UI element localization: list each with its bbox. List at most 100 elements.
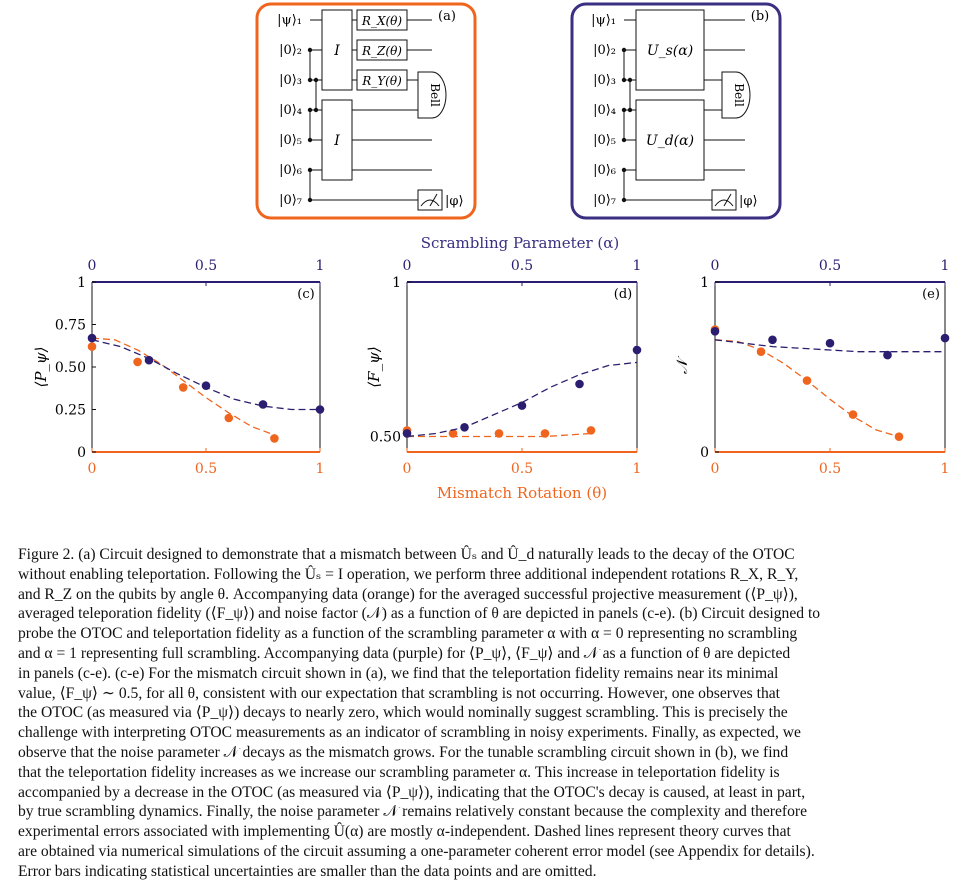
data-point-orange: [270, 434, 279, 443]
caption-line: without enabling teleportation. Followin…: [18, 565, 799, 583]
data-point-purple: [632, 345, 642, 355]
gate-rx: [356, 9, 408, 31]
caption-line: and α = 1 representing full scrambling. …: [18, 644, 791, 662]
bell-dot: [307, 167, 313, 173]
figure-caption: Figure 2. (a) Circuit designed to demons…: [18, 545, 948, 882]
data-point-orange: [87, 342, 97, 351]
theory-curve-purple: [406, 361, 638, 438]
circuit-a-frame: [255, 2, 477, 220]
gate-ud-identity: [321, 99, 353, 181]
gate-rx-label: R_X(θ): [361, 14, 402, 28]
circuit-b: (b) |ψ⟩₁ |0⟩₂ |0⟩₃ |0⟩₄ |0⟩₅ |0⟩₆ |0⟩₇: [570, 2, 782, 220]
bell-dot: [621, 77, 627, 83]
data-point-purple: [201, 381, 211, 391]
qubit-label-a-6: |0⟩₆: [279, 163, 302, 178]
caption-line: accompanied by a decrease in the OTOC (a…: [18, 783, 806, 801]
y-tick-label: 0: [700, 445, 709, 461]
qubit-label-a-2: |0⟩₂: [279, 43, 302, 58]
circuit-a: (a) |ψ⟩₁ |0⟩₂ |0⟩₃ |0⟩₄ |0⟩₅ |0⟩₆ |0⟩₇: [255, 2, 477, 220]
bottom-tick-label: 1: [941, 461, 950, 477]
bell-dot: [313, 77, 319, 83]
bell-measurement-b-label: Bell: [732, 83, 746, 107]
bell-dot: [621, 197, 627, 203]
caption-line: are obtained via numerical simulations o…: [18, 842, 815, 860]
y-tick-label: 1: [392, 275, 401, 291]
qubit-label-a-7: |0⟩₇: [279, 193, 302, 208]
top-tick-label: 0: [711, 258, 720, 274]
gate-us-identity: [321, 9, 353, 91]
bell-measurement-b: [721, 71, 751, 119]
data-point-purple: [144, 355, 154, 365]
caption-line: in panels (c-e). (c-e) For the mismatch …: [18, 664, 779, 682]
data-point-orange: [586, 426, 596, 435]
qubit-label-b-2: |0⟩₂: [593, 43, 616, 58]
bottom-tick-label: 0: [88, 461, 97, 477]
qubit-label-b-1: |ψ⟩₁: [591, 13, 616, 28]
meter-icon-a-needle: [429, 193, 438, 207]
theory-curve-purple: [91, 339, 320, 411]
circuit-b-label: (b): [751, 9, 769, 24]
panel-label: (d): [614, 287, 632, 302]
caption-line: the OTOC (as measured via ⟨P_ψ⟩) decays …: [18, 704, 788, 722]
data-point-purple: [825, 338, 835, 348]
bottom-tick-label: 0.5: [819, 461, 841, 477]
panel-label: (e): [922, 287, 940, 302]
caption-line: probe the OTOC and teleportation fidelit…: [18, 625, 798, 643]
data-point-purple: [940, 333, 950, 343]
caption-line: value, ⟨F_ψ⟩ ∼ 0.5, for all θ, consisten…: [18, 684, 781, 702]
y-tick-label: 0.25: [55, 403, 86, 419]
qubit-label-a-1: |ψ⟩₁: [277, 13, 302, 28]
data-point-orange: [224, 413, 234, 423]
bottom-tick-label: 0.5: [511, 461, 533, 477]
bell-dot: [621, 137, 627, 143]
data-point-purple: [402, 429, 412, 438]
data-point-purple: [517, 401, 527, 410]
gate-us-alpha-label: U_s(α): [647, 43, 693, 59]
data-point-purple: [883, 350, 892, 360]
gate-ry-label: R_Y(θ): [361, 74, 402, 88]
y-tick-label: 1: [700, 275, 709, 291]
bell-dot: [307, 107, 313, 113]
bottom-tick-label: 1: [633, 461, 642, 477]
y-tick-label: 0.50: [55, 360, 86, 376]
y-axis-label: ⟨P_ψ⟩: [32, 346, 50, 387]
gate-ry: [356, 69, 408, 91]
data-point-orange: [848, 410, 858, 419]
data-point-purple: [315, 405, 325, 414]
gate-us-alpha: [635, 9, 705, 91]
top-tick-label: 0.5: [195, 258, 217, 274]
bell-dot: [307, 77, 313, 83]
data-point-orange: [133, 357, 142, 367]
circuit-a-label: (a): [438, 9, 456, 24]
data-point-orange: [894, 432, 904, 442]
bell-dot: [621, 167, 627, 173]
plot-panels: 000.50.51100.250.500.751⟨P_ψ⟩(c)000.50.5…: [32, 258, 949, 477]
figure-2: (a) |ψ⟩₁ |0⟩₂ |0⟩₃ |0⟩₄ |0⟩₅ |0⟩₆ |0⟩₇: [32, 2, 949, 502]
data-point-orange: [802, 376, 812, 385]
caption-line: by true scrambling dynamics. Finally, th…: [18, 803, 808, 821]
qubit-label-a-5: |0⟩₅: [279, 133, 302, 148]
bottom-tick-label: 0: [711, 461, 720, 477]
data-point-orange: [494, 429, 504, 438]
meter-icon-a-arc: [420, 199, 440, 207]
panel-label: (c): [297, 287, 314, 302]
caption-line: experimental errors associated with impl…: [18, 823, 791, 841]
qubit-label-b-3: |0⟩₃: [593, 73, 616, 88]
data-point-purple: [768, 335, 777, 345]
bell-dot: [307, 47, 313, 53]
data-point-orange: [756, 347, 766, 357]
top-tick-label: 1: [941, 258, 950, 274]
data-point-purple: [258, 400, 268, 409]
data-point-orange: [178, 383, 188, 392]
y-axis-label: 𝒩: [673, 355, 691, 374]
data-point-purple: [575, 379, 584, 389]
qubit-label-b-7: |0⟩₇: [593, 193, 616, 208]
bottom-tick-label: 1: [316, 461, 325, 477]
y-tick-label: 0: [77, 445, 86, 461]
top-tick-label: 1: [633, 258, 642, 274]
output-state-a: |φ⟩: [445, 194, 464, 209]
data-point-orange: [540, 429, 550, 438]
caption-line: Error bars indicating statistical uncert…: [18, 862, 597, 880]
top-tick-label: 1: [316, 258, 325, 274]
